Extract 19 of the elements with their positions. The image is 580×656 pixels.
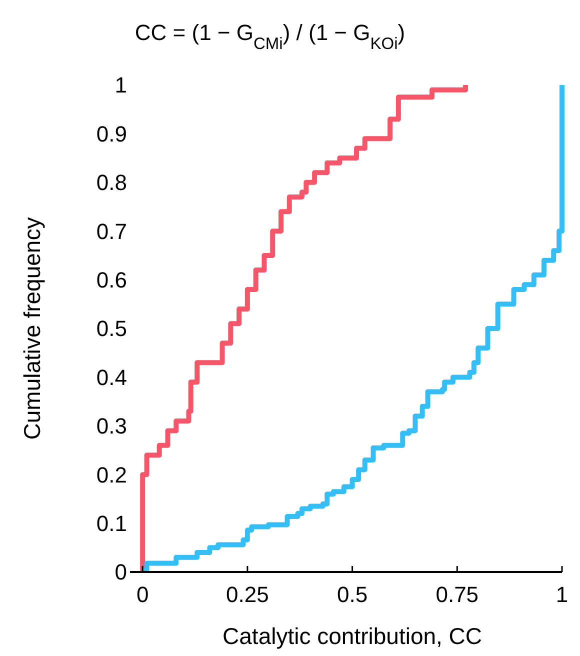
y-tick-label: 0.5 <box>96 316 127 342</box>
chart-title: CC = (1 − G$_{CMi}$) / (1 − G$_{KOi}$) <box>134 20 406 53</box>
y-tick-label: 0.7 <box>96 218 127 244</box>
y-tick-label: 0 <box>114 560 127 585</box>
x-tick-label: 0.75 <box>436 582 479 607</box>
x-tick-label: 1 <box>556 582 568 607</box>
y-tick-label: 0.9 <box>96 121 127 146</box>
y-tick-label: 0.4 <box>96 364 127 390</box>
x-axis-title: Catalytic contribution, CC <box>222 623 482 649</box>
x-tick-label: 0 <box>136 582 149 607</box>
y-tick-label: 0.8 <box>96 170 127 196</box>
y-tick-label: 0.3 <box>96 414 127 439</box>
y-tick-label: 0.1 <box>96 511 127 536</box>
x-tick-label: 0.5 <box>336 582 368 607</box>
y-axis-title: Cumulative frequency <box>19 216 45 440</box>
y-tick-label: 1 <box>114 72 127 98</box>
y-tick-label: 0.6 <box>96 268 127 292</box>
x-tick-label: 0.25 <box>226 582 269 607</box>
y-tick-label: 0.2 <box>96 462 127 488</box>
